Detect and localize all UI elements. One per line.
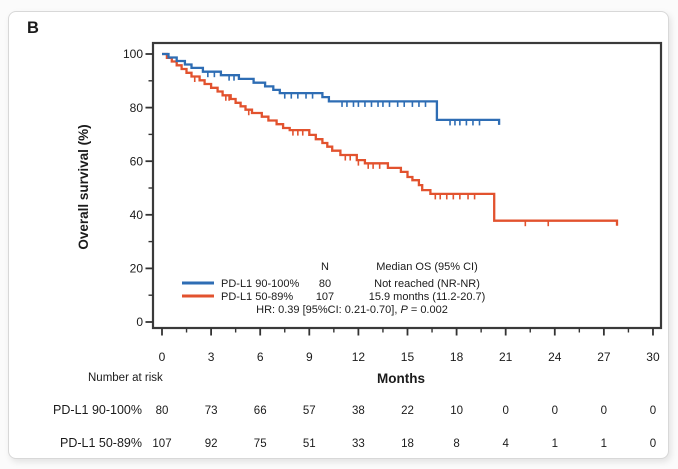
x-tick-label: 18 xyxy=(450,350,464,364)
x-tick-label: 24 xyxy=(548,350,562,364)
legend-header-median: Median OS (95% CI) xyxy=(376,261,477,273)
x-tick-label: 30 xyxy=(646,350,660,364)
x-tick-label: 12 xyxy=(352,350,366,364)
risk-value-row-2: 33 xyxy=(352,438,365,450)
risk-table-header: Number at risk xyxy=(88,372,163,384)
x-tick-label: 15 xyxy=(401,350,415,364)
km-curve-series-1 xyxy=(162,52,501,125)
y-axis-ticks: 0 20 40 60 80 100 xyxy=(123,47,153,329)
survival-curves xyxy=(162,52,619,227)
risk-value-row-1: 0 xyxy=(552,405,558,417)
hr-prefix-text: HR: 0.39 [95%CI: 0.21-0.70], xyxy=(256,304,400,316)
legend-series-2-label: PD-L1 50-89% xyxy=(221,291,293,303)
x-axis-ticks: 0 3 6 9 12 15 18 21 24 27 30 xyxy=(159,328,660,364)
risk-value-row-2: 4 xyxy=(502,438,509,450)
risk-row-2-label: PD-L1 50-89% xyxy=(60,436,142,450)
legend-hr-line: HR: 0.39 [95%CI: 0.21-0.70], P = 0.002 xyxy=(256,304,448,316)
legend-series-1-median: Not reached (NR-NR) xyxy=(374,278,480,290)
risk-value-row-2: 8 xyxy=(453,438,459,450)
figure-card xyxy=(8,11,669,459)
risk-value-row-1: 0 xyxy=(502,405,508,417)
x-tick-label: 0 xyxy=(159,350,166,364)
legend-series-2-n: 107 xyxy=(316,291,334,303)
risk-value-row-2: 0 xyxy=(650,438,656,450)
risk-value-row-1: 38 xyxy=(352,405,365,417)
panel-label: B xyxy=(27,19,39,37)
hr-value-text: = 0.002 xyxy=(408,304,448,316)
y-tick-label: 0 xyxy=(136,315,143,329)
risk-value-row-2: 107 xyxy=(152,438,171,450)
risk-value-row-1: 66 xyxy=(254,405,267,417)
legend-line-samples xyxy=(182,281,214,298)
risk-value-row-2: 92 xyxy=(205,438,218,450)
y-tick-label: 20 xyxy=(130,262,144,276)
y-tick-label: 100 xyxy=(123,47,143,61)
x-tick-label: 21 xyxy=(499,350,513,364)
risk-value-row-1: 0 xyxy=(601,405,607,417)
risk-value-row-1: 22 xyxy=(401,405,414,417)
x-tick-label: 3 xyxy=(208,350,215,364)
risk-value-row-2: 18 xyxy=(401,438,414,450)
y-tick-label: 80 xyxy=(130,101,144,115)
legend-series-1-label: PD-L1 90-100% xyxy=(221,278,299,290)
y-tick-label: 60 xyxy=(130,154,144,168)
legend-header-n: N xyxy=(321,261,329,273)
x-axis-title: Months xyxy=(377,371,425,386)
km-curve-series-2 xyxy=(162,52,619,226)
risk-value-row-2: 51 xyxy=(303,438,316,450)
risk-value-row-1: 0 xyxy=(650,405,656,417)
risk-value-row-2: 1 xyxy=(552,438,558,450)
risk-row-1-label: PD-L1 90-100% xyxy=(53,403,142,417)
risk-value-row-1: 73 xyxy=(205,405,218,417)
x-tick-label: 9 xyxy=(306,350,313,364)
risk-value-row-2: 75 xyxy=(254,438,267,450)
risk-value-row-1: 10 xyxy=(450,405,463,417)
y-tick-label: 40 xyxy=(130,208,144,222)
risk-value-row-2: 1 xyxy=(601,438,607,450)
risk-value-row-1: 80 xyxy=(156,405,169,417)
legend-series-1-n: 80 xyxy=(319,278,331,290)
y-axis-title: Overall survival (%) xyxy=(76,124,91,249)
legend-series-2-median: 15.9 months (11.2-20.7) xyxy=(369,291,486,303)
hr-p-symbol: P xyxy=(400,304,408,316)
x-tick-label: 6 xyxy=(257,350,264,364)
x-tick-label: 27 xyxy=(597,350,611,364)
risk-value-row-1: 57 xyxy=(303,405,316,417)
